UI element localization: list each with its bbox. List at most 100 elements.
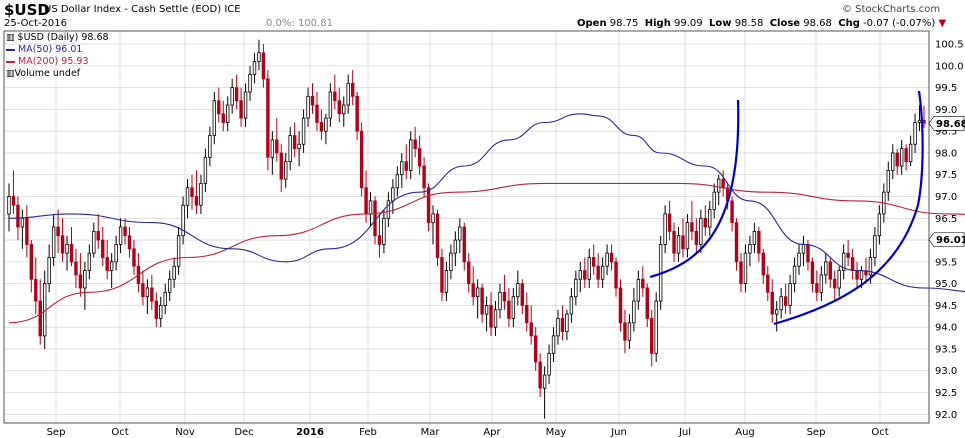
y-tick-label: 94.0 bbox=[935, 323, 957, 334]
candle-body bbox=[395, 174, 400, 189]
y-axis: 92.092.593.093.594.094.595.095.596.096.5… bbox=[935, 40, 964, 421]
candle-body bbox=[609, 252, 614, 263]
change-value: -0.07 (-0.07%) bbox=[863, 18, 936, 29]
candle-body bbox=[252, 61, 257, 75]
candle-body bbox=[600, 265, 605, 280]
candle-body bbox=[538, 361, 542, 389]
candle-body bbox=[449, 252, 453, 271]
candle-body bbox=[96, 230, 100, 241]
candle-body bbox=[761, 252, 766, 276]
candle-body bbox=[69, 244, 74, 263]
candle-body bbox=[618, 287, 623, 324]
candle-body bbox=[828, 261, 832, 280]
x-tick-label: 2016 bbox=[296, 427, 324, 438]
candle-body bbox=[855, 270, 859, 280]
y-tick-label: 95.0 bbox=[935, 279, 957, 290]
candle-body bbox=[757, 230, 761, 254]
candle-body bbox=[904, 148, 908, 163]
candle-body bbox=[685, 222, 690, 250]
candle-body bbox=[105, 257, 109, 271]
candle-body bbox=[373, 200, 377, 237]
low-value: 98.58 bbox=[734, 18, 764, 29]
x-tick-label: Mar bbox=[421, 427, 441, 438]
candle-body bbox=[391, 187, 395, 202]
candle-body bbox=[342, 104, 346, 115]
y-tick-label: 100.5 bbox=[935, 40, 964, 51]
index-name: US Dollar Index - Cash Settle (EOD) ICE bbox=[44, 4, 241, 15]
candle-body bbox=[462, 226, 466, 263]
y-tick-label: 98.0 bbox=[935, 148, 957, 159]
x-tick-label: Aug bbox=[735, 427, 755, 438]
candle-body bbox=[199, 183, 203, 206]
candle-body bbox=[346, 82, 350, 106]
x-tick-label: Oct bbox=[871, 427, 888, 438]
candle-body bbox=[413, 139, 417, 149]
y-tick-label: 96.5 bbox=[935, 214, 957, 225]
y-tick-label: 98.5 bbox=[935, 127, 957, 138]
candle-body bbox=[453, 239, 458, 254]
candle-body bbox=[556, 318, 560, 337]
candle-body bbox=[489, 304, 493, 328]
ma50-price-tag-text: 96.01 bbox=[936, 235, 965, 246]
candle-body bbox=[913, 122, 917, 145]
candle-body bbox=[801, 244, 806, 254]
candle-body bbox=[574, 278, 578, 298]
x-tick-label: Sep bbox=[47, 427, 66, 438]
last-price-tag: 98.68 bbox=[928, 116, 965, 131]
candle-body bbox=[444, 270, 449, 293]
candle-body bbox=[185, 187, 190, 206]
candle-body bbox=[101, 239, 105, 258]
ma200-line bbox=[8, 182, 965, 324]
candle-body bbox=[51, 226, 56, 258]
legend-ma50: MA(50) 96.01 bbox=[6, 44, 109, 56]
candlesticks bbox=[7, 39, 926, 419]
x-tick-label: May bbox=[546, 427, 567, 438]
candle-body bbox=[194, 196, 199, 206]
open-label: Open bbox=[577, 18, 607, 29]
candle-body bbox=[703, 217, 707, 228]
brand-watermark[interactable]: © StockCharts.com bbox=[842, 4, 941, 15]
candle-body bbox=[783, 296, 788, 306]
candle-body bbox=[690, 222, 694, 232]
candle-body bbox=[592, 257, 596, 267]
y-tick-label: 100.0 bbox=[935, 61, 964, 72]
candle-body bbox=[587, 257, 591, 280]
candle-body bbox=[743, 252, 748, 285]
candle-body bbox=[38, 300, 42, 337]
y-tick-label: 94.5 bbox=[935, 301, 957, 312]
x-tick-label: Dec bbox=[234, 427, 253, 438]
y-tick-label: 97.0 bbox=[935, 192, 957, 203]
candle-body bbox=[694, 230, 699, 245]
candle-body bbox=[20, 217, 25, 228]
close-label: Close bbox=[769, 18, 801, 29]
candle-body bbox=[650, 318, 654, 354]
candle-body bbox=[359, 130, 364, 189]
y-tick-label: 93.5 bbox=[935, 344, 957, 355]
candle-body bbox=[355, 95, 359, 132]
candle-body bbox=[636, 278, 641, 302]
candle-body bbox=[364, 187, 368, 215]
candle-body bbox=[873, 235, 877, 258]
candle-body bbox=[78, 274, 83, 289]
candle-body bbox=[748, 244, 752, 254]
candle-body bbox=[739, 261, 743, 285]
candle-body bbox=[645, 287, 649, 319]
candle-body bbox=[877, 213, 882, 237]
candle-body bbox=[654, 300, 658, 354]
candle-body bbox=[83, 270, 87, 289]
candle-body bbox=[458, 226, 462, 241]
candle-body bbox=[426, 187, 431, 224]
candle-body bbox=[770, 291, 774, 315]
y-tick-label: 93.0 bbox=[935, 366, 957, 377]
candle-body bbox=[779, 296, 783, 311]
candle-body bbox=[212, 100, 217, 136]
candle-body bbox=[716, 178, 721, 193]
plot-frame bbox=[3, 30, 930, 424]
candle-body bbox=[627, 322, 632, 341]
candle-body bbox=[797, 252, 801, 267]
candle-body bbox=[507, 300, 511, 319]
candle-body bbox=[806, 244, 810, 263]
candle-body bbox=[663, 213, 667, 245]
candle-body bbox=[605, 252, 609, 267]
